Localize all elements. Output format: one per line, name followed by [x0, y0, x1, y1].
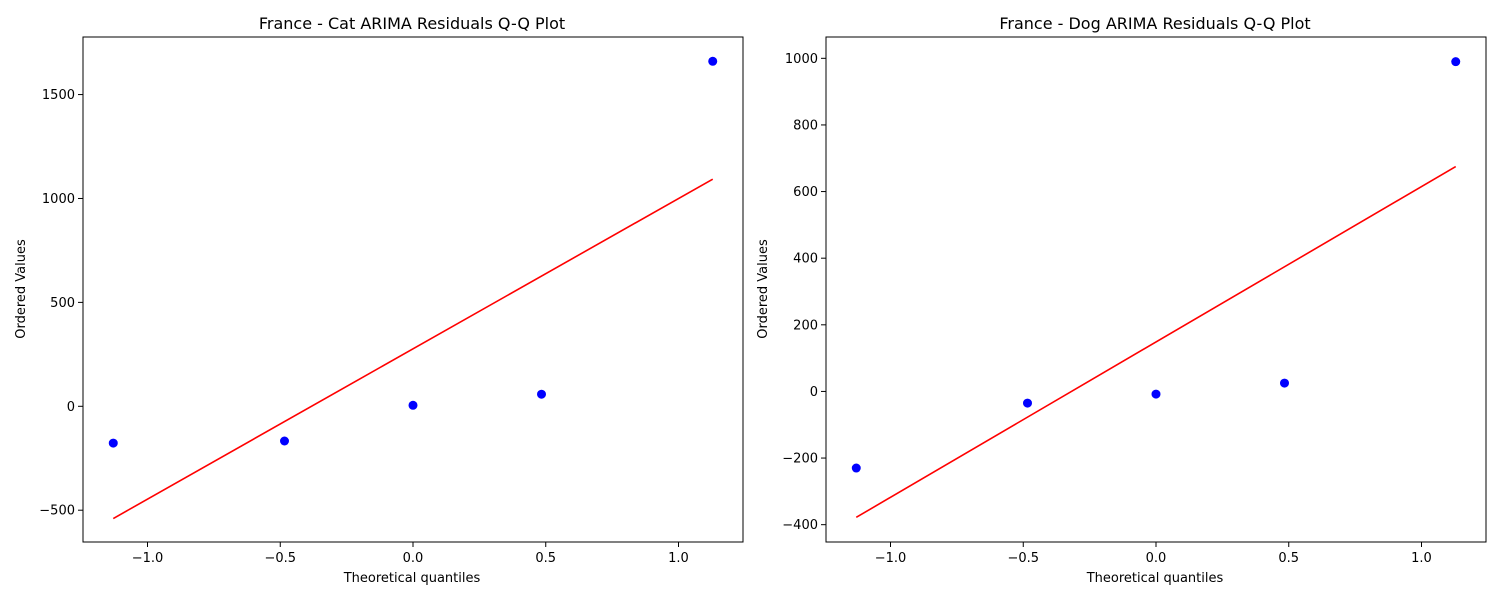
y-tick-label: −400	[782, 518, 818, 533]
qq-plot-cat: France - Cat ARIMA Residuals Q-Q Plot −1…	[14, 14, 744, 586]
x-tick-label: 0.5	[1278, 551, 1299, 566]
data-point	[408, 400, 418, 410]
y-axis-label: Ordered Values	[14, 239, 29, 339]
data-point	[1151, 389, 1161, 399]
data-point	[851, 463, 861, 473]
chart-title: France - Cat ARIMA Residuals Q-Q Plot	[259, 14, 565, 33]
y-tick-label: 1000	[42, 192, 75, 207]
y-tick-label: 0	[67, 400, 75, 415]
data-point	[537, 389, 546, 399]
x-axis-label: Theoretical quantiles	[343, 571, 481, 586]
y-tick-label: −500	[39, 504, 75, 519]
y-tick-label: 600	[793, 185, 818, 200]
x-tick-label: −0.5	[1007, 551, 1039, 566]
x-tick-label: 0.0	[1146, 551, 1167, 566]
axes-frame	[82, 36, 744, 543]
x-tick-label: 1.0	[668, 551, 689, 566]
data-point	[708, 56, 718, 66]
y-tick-label: −200	[782, 452, 818, 467]
fit-line	[112, 178, 714, 520]
y-tick-label: 500	[50, 296, 75, 311]
y-axis-label: Ordered Values	[756, 239, 771, 339]
x-tick-label: 1.0	[1411, 551, 1432, 566]
data-point	[280, 436, 289, 446]
data-point	[1451, 57, 1461, 67]
x-tick-label: 0.5	[535, 551, 556, 566]
data-point	[1280, 378, 1289, 388]
fit-line	[855, 165, 1457, 519]
x-tick-label: −1.0	[875, 551, 907, 566]
x-tick-label: −0.5	[264, 551, 296, 566]
y-tick-label: 400	[793, 252, 818, 267]
y-tick-label: 1500	[42, 88, 75, 103]
qq-plot-dog: France - Dog ARIMA Residuals Q-Q Plot −1…	[756, 14, 1487, 586]
y-tick-label: 800	[793, 118, 818, 133]
x-tick-label: 0.0	[403, 551, 424, 566]
data-point	[1023, 398, 1032, 408]
y-tick-label: 0	[810, 385, 818, 400]
y-tick-label: 1000	[785, 52, 818, 67]
y-tick-label: 200	[793, 318, 818, 333]
chart-title: France - Dog ARIMA Residuals Q-Q Plot	[999, 14, 1310, 33]
axes-frame	[825, 36, 1487, 543]
x-tick-label: −1.0	[132, 551, 164, 566]
x-axis-label: Theoretical quantiles	[1086, 571, 1224, 586]
data-point	[108, 438, 118, 448]
